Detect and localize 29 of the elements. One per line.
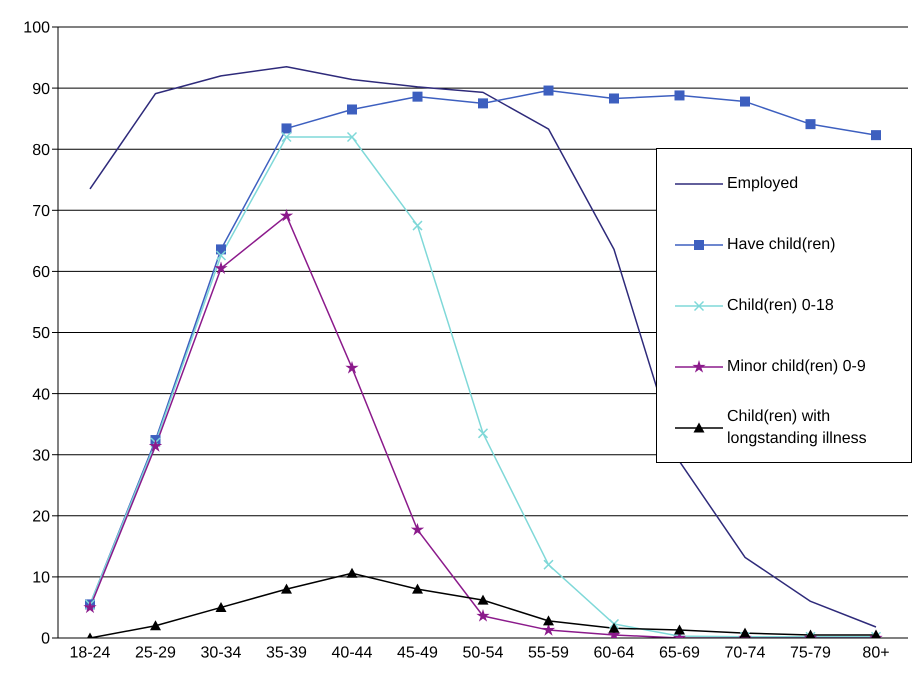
- x-tick-label: 60-64: [594, 644, 635, 662]
- y-tick-label: 60: [32, 264, 50, 282]
- y-tick-label: 80: [32, 142, 50, 159]
- x-tick-label: 80+: [862, 644, 890, 662]
- legend-label: Employed: [727, 174, 798, 194]
- y-tick-label: 70: [32, 202, 50, 220]
- x-tick-label: 75-79: [790, 644, 832, 662]
- x-tick-label: 45-49: [397, 644, 438, 662]
- legend-label: Child(ren) with longstanding illness: [727, 406, 868, 448]
- x-tick-label: 50-54: [462, 644, 504, 662]
- x-tick-label: 35-39: [266, 644, 308, 662]
- y-tick-label: 100: [23, 20, 50, 37]
- x-tick-label: 25-29: [135, 644, 176, 662]
- y-tick-label: 30: [32, 447, 50, 464]
- y-tick-label: 40: [32, 386, 50, 404]
- x-tick-label: 30-34: [200, 644, 242, 662]
- y-tick-label: 90: [32, 80, 50, 98]
- y-tick-label: 20: [32, 508, 50, 526]
- legend-label: Minor child(ren) 0-9: [727, 356, 866, 376]
- x-tick-label: 55-59: [528, 644, 570, 662]
- x-tick-label: 18-24: [70, 644, 111, 662]
- x-tick-label: 65-69: [659, 644, 700, 662]
- y-tick-label: 0: [41, 630, 50, 648]
- x-tick-label: 40-44: [332, 644, 373, 662]
- y-tick-label: 50: [32, 325, 50, 342]
- x-tick-label: 70-74: [724, 644, 766, 662]
- legend-label: Child(ren) 0-18: [727, 296, 834, 316]
- legend-label: Have child(ren): [727, 234, 836, 254]
- y-tick-label: 10: [32, 570, 50, 587]
